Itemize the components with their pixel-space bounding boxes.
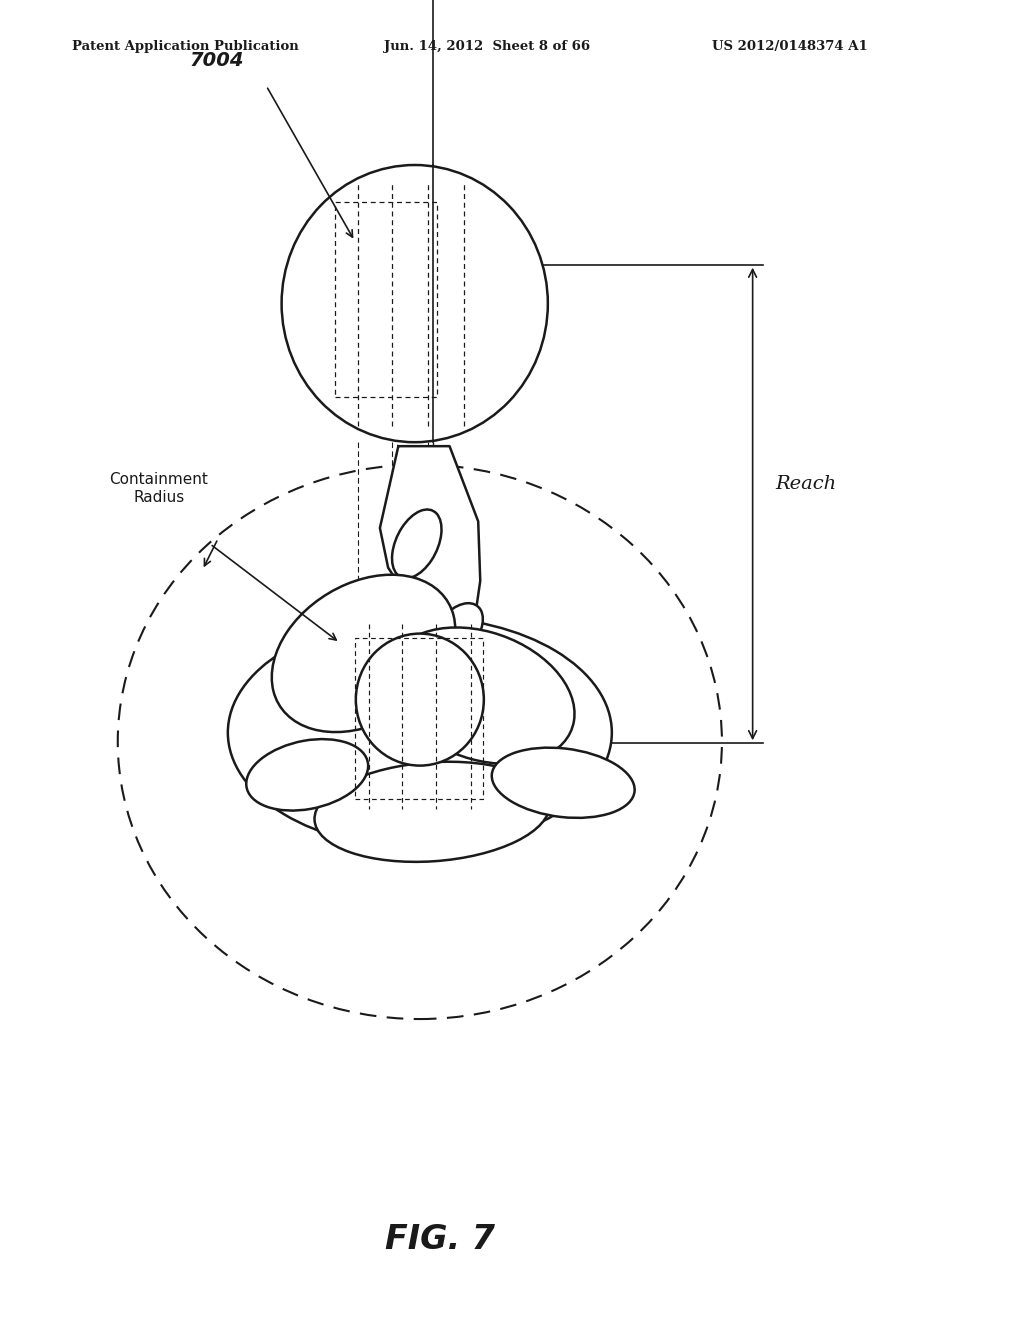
Ellipse shape [282, 165, 548, 442]
Ellipse shape [388, 627, 574, 764]
Text: FIG. 7: FIG. 7 [385, 1222, 496, 1255]
Ellipse shape [355, 634, 483, 766]
Ellipse shape [392, 510, 441, 578]
Text: Reach: Reach [775, 475, 837, 494]
Ellipse shape [246, 739, 369, 810]
Bar [355, 638, 483, 799]
Text: US 2012/0148374 A1: US 2012/0148374 A1 [712, 40, 867, 53]
Ellipse shape [432, 603, 483, 659]
Polygon shape [380, 446, 480, 680]
Text: Jun. 14, 2012  Sheet 8 of 66: Jun. 14, 2012 Sheet 8 of 66 [384, 40, 590, 53]
Bar [335, 202, 437, 397]
Text: Patent Application Publication: Patent Application Publication [72, 40, 298, 53]
Ellipse shape [314, 762, 550, 862]
Text: Containment
Radius: Containment Radius [110, 473, 208, 504]
Ellipse shape [227, 618, 611, 849]
Ellipse shape [492, 747, 635, 818]
Ellipse shape [271, 574, 456, 733]
Text: 7004: 7004 [189, 51, 244, 70]
